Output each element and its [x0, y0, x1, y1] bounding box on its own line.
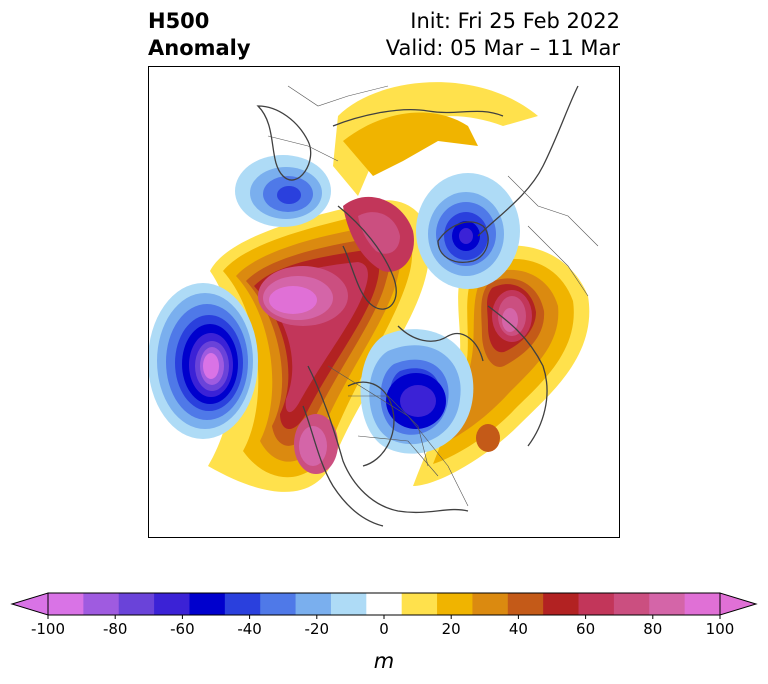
colorbar-swatch [154, 593, 190, 615]
colorbar-swatch [613, 593, 650, 615]
colorbar-tick-label: 0 [379, 620, 389, 638]
negative-anomaly-siberia [235, 155, 331, 227]
colorbar-unit: m [374, 649, 394, 673]
colorbar-swatch [330, 593, 367, 615]
coastlines [256, 85, 579, 527]
colorbar-tick-label: 40 [509, 620, 528, 638]
colorbar-swatch [224, 593, 261, 615]
colorbar-swatch [578, 593, 615, 615]
colorbar-swatch [118, 593, 155, 615]
colorbar-swatch [366, 593, 403, 615]
colorbar-swatch [684, 593, 721, 615]
colorbar-swatch [189, 593, 226, 615]
negative-anomaly-west [148, 283, 258, 439]
title-variable: H500 [148, 9, 210, 33]
negative-anomaly-canada [360, 329, 474, 454]
colorbar-swatch [472, 593, 509, 615]
colorbar-tick-label: -80 [103, 620, 128, 638]
title-anomaly: Anomaly [148, 36, 251, 60]
colorbar-tick-label: 80 [643, 620, 662, 638]
colorbar-tick-label: -40 [237, 620, 262, 638]
colorbar-tick-label: 60 [576, 620, 595, 638]
colorbar-swatch [401, 593, 438, 615]
colorbar-swatch [507, 593, 544, 615]
anomaly-map [148, 66, 620, 538]
political-borders [267, 85, 599, 507]
colorbar-swatch [295, 593, 332, 615]
colorbar-tick-label: 20 [442, 620, 461, 638]
colorbar-extend-low [10, 592, 49, 616]
valid-range: Valid: 05 Mar – 11 Mar [385, 36, 620, 60]
negative-anomaly-arctic [416, 173, 520, 289]
colorbar: -100 -80 -60 -40 -20 0 20 40 60 80 100 m [10, 592, 758, 673]
init-date: Init: Fri 25 Feb 2022 [410, 9, 620, 33]
colorbar-tick-label: -100 [31, 620, 65, 638]
date-info: Init: Fri 25 Feb 2022 Valid: 05 Mar – 11… [386, 8, 620, 62]
colorbar-ticks: -100 -80 -60 -40 -20 0 20 40 60 80 100 [31, 615, 734, 638]
colorbar-swatches [10, 592, 758, 616]
colorbar-swatch [260, 593, 297, 615]
colorbar-swatch [543, 593, 580, 615]
colorbar-tick-label: -60 [170, 620, 195, 638]
positive-anomaly-western [208, 196, 430, 492]
colorbar-swatch [48, 593, 84, 615]
colorbar-swatch [83, 593, 120, 615]
colorbar-tick-label: -20 [305, 620, 330, 638]
colorbar-extend-high [719, 592, 758, 616]
plot-title: H500 Anomaly [148, 8, 251, 62]
positive-anomaly-asia [333, 82, 538, 196]
colorbar-swatch [649, 593, 686, 615]
colorbar-tick-label: 100 [706, 620, 735, 638]
colorbar-swatch [437, 593, 473, 615]
